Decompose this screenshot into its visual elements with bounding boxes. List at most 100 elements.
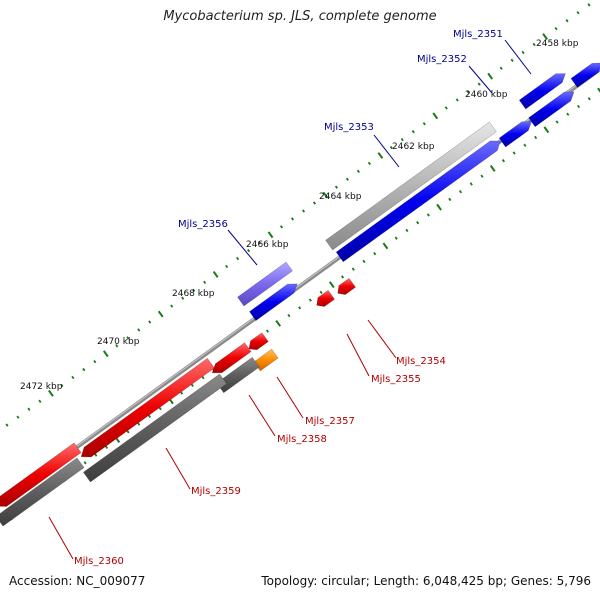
inner-tick [351,267,355,271]
outer-tick [137,328,141,332]
gene-mjls-2352-arrow[interactable] [518,73,566,110]
gene-mjls-2356-arrow[interactable] [249,283,298,322]
outer-tick [576,11,580,15]
topology-label: Topology: [261,574,318,588]
inner-tick [469,182,473,186]
outer-tick [521,50,525,55]
scale-labels: 2458 kbp 2460 kbp 2462 kbp 2464 kbp 2466… [20,39,579,392]
gene-mjls-2357-arrow[interactable] [248,332,269,351]
gene-mjls-2353-arrow[interactable] [335,140,501,263]
genome-summary: Topology: circular; Length: 6,048,425 bp… [261,574,591,588]
inner-tick [480,174,484,178]
gene-label-mjls-2358[interactable]: Mjls_2358 [277,434,327,445]
inner-tick [94,453,98,457]
outer-tick [279,225,284,229]
rna-gene-mjls-2357[interactable] [253,348,279,372]
outer-tick [411,130,415,134]
inner-tick [287,313,291,318]
misc-feature-mjls-2356[interactable] [237,261,293,307]
gene-label-mjls-2360[interactable]: Mjls_2360 [74,556,124,567]
outer-tick [377,152,384,159]
pseudo-gene-mjls-2360[interactable] [0,457,85,527]
inner-tick [489,165,496,172]
outer-tick [38,399,42,403]
gene-label-mjls-2351[interactable]: Mjls_2351 [453,29,503,40]
inner-tick [373,252,377,256]
connector-mjls-2357 [276,376,304,419]
gene-label-mjls-2354[interactable]: Mjls_2354 [396,356,446,367]
length-value: 6,048,425 bp [422,574,503,588]
outer-tick [422,122,426,126]
gene-label-mjls-2359[interactable]: Mjls_2359 [191,486,241,497]
inner-tick [543,126,550,134]
inner-tick [512,151,516,155]
gene-label-mjls-2357[interactable]: Mjls_2357 [305,416,355,427]
inner-tick [501,159,506,163]
pseudo-gene-bar[interactable] [325,121,497,251]
gene-mjls-2351-arrow[interactable] [570,62,600,88]
outer-tick [267,231,274,239]
outer-tick [301,209,306,213]
outer-tick [444,106,448,110]
inner-tick [426,213,430,217]
inner-tick [566,112,570,116]
outer-tick [71,375,75,380]
accession-info: Accession: NC_009077 [9,574,145,588]
pseudo-gene-mjls-2358[interactable] [216,356,260,394]
outer-tick [247,248,251,253]
inner-tick [340,275,345,279]
outer-tick [432,112,439,120]
accession-value: NC_009077 [76,574,146,588]
connector-mjls-2356 [227,229,258,266]
outer-tick [102,350,109,358]
gene-mjls-2352b-arrow[interactable] [528,91,575,128]
outer-tick [115,344,119,348]
outer-tick [455,98,459,102]
gene-mjls-2355-arrow[interactable] [316,289,335,307]
outer-tick [60,383,64,388]
gene-mjls-2358-arrow[interactable] [211,342,252,374]
inner-tick [137,422,141,426]
outer-tick [16,415,20,419]
gene-mjls-2353b-arrow[interactable] [498,121,533,148]
outer-tick [466,90,470,94]
outer-tick [532,42,536,47]
inner-tick [555,120,559,124]
label-connectors [48,39,532,560]
inner-tick [394,236,398,240]
outer-tick [312,201,317,205]
inner-tick [328,281,335,289]
outer-tick [203,280,207,285]
inner-tick [597,87,600,93]
outer-tick [477,82,481,86]
outer-tick [192,288,196,292]
inner-tick [362,259,366,264]
scale-label: 2472 kbp [20,382,63,392]
scale-label: 2464 kbp [319,192,362,202]
outer-tick [542,33,548,40]
map-title: Mycobacterium sp. JLS, complete genome [163,9,437,24]
outer-tick [389,145,393,150]
scale-label: 2470 kbp [97,337,140,347]
gene-label-mjls-2353[interactable]: Mjls_2353 [324,122,374,133]
gene-mjls-2354-arrow[interactable] [337,277,356,295]
inner-tick [448,197,452,202]
inner-tick [104,445,109,449]
gene-label-mjls-2355[interactable]: Mjls_2355 [371,374,421,385]
genes-label: Genes: [510,574,553,588]
inner-tick [265,329,270,333]
scale-label: 2466 kbp [246,240,289,250]
inner-tick [587,97,591,101]
outer-tick [554,26,558,31]
outer-tick [356,169,360,174]
outer-tick [367,161,371,166]
outer-tick-track [5,3,591,427]
gene-mjls-2359-arrow[interactable] [80,357,215,458]
gene-mjls-2360-arrow[interactable] [0,442,82,507]
inner-tick [298,306,302,310]
gene-label-mjls-2352[interactable]: Mjls_2352 [417,54,467,65]
outer-tick [126,336,130,340]
gene-label-mjls-2356[interactable]: Mjls_2356 [178,219,228,230]
pseudo-gene-mjls-2359[interactable] [82,373,228,483]
